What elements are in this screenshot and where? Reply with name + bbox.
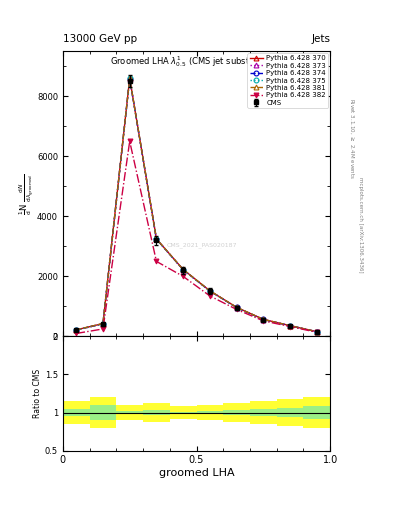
Legend: Pythia 6.428 370, Pythia 6.428 373, Pythia 6.428 374, Pythia 6.428 375, Pythia 6: Pythia 6.428 370, Pythia 6.428 373, Pyth…: [248, 53, 328, 108]
Pythia 6.428 375: [261, 316, 266, 323]
Pythia 6.428 375: [74, 327, 79, 333]
X-axis label: groomed LHA: groomed LHA: [159, 468, 234, 478]
Pythia 6.428 374: [154, 236, 159, 242]
Pythia 6.428 375: [181, 267, 185, 273]
Pythia 6.428 370: [208, 288, 212, 294]
Bar: [116, 405, 143, 420]
Pythia 6.428 381: [314, 329, 319, 335]
Pythia 6.428 370: [288, 323, 292, 329]
Pythia 6.428 382: [74, 330, 79, 336]
Pythia 6.428 382: [314, 329, 319, 335]
Pythia 6.428 370: [74, 327, 79, 333]
Line: Pythia 6.428 375: Pythia 6.428 375: [74, 76, 319, 334]
Pythia 6.428 373: [154, 236, 159, 242]
Pythia 6.428 375: [234, 305, 239, 311]
Text: 13000 GeV pp: 13000 GeV pp: [63, 33, 137, 44]
Pythia 6.428 373: [234, 305, 239, 311]
Pythia 6.428 373: [101, 321, 105, 327]
Bar: [223, 403, 250, 422]
Pythia 6.428 370: [234, 304, 239, 310]
Y-axis label: Ratio to CMS: Ratio to CMS: [33, 369, 42, 418]
Text: Groomed LHA $\lambda^{1}_{0.5}$ (CMS jet substructure): Groomed LHA $\lambda^{1}_{0.5}$ (CMS jet…: [110, 54, 283, 69]
Bar: [90, 397, 116, 428]
Pythia 6.428 382: [261, 318, 266, 324]
Pythia 6.428 373: [208, 288, 212, 294]
Bar: [250, 410, 277, 416]
Pythia 6.428 374: [208, 288, 212, 294]
Pythia 6.428 374: [74, 327, 79, 333]
Pythia 6.428 373: [127, 76, 132, 82]
Bar: [196, 405, 223, 420]
Pythia 6.428 375: [101, 321, 105, 327]
Bar: [277, 399, 303, 426]
Pythia 6.428 382: [234, 306, 239, 312]
Bar: [63, 401, 90, 424]
Pythia 6.428 374: [314, 329, 319, 335]
Line: Pythia 6.428 370: Pythia 6.428 370: [74, 76, 319, 334]
Bar: [90, 405, 116, 420]
Pythia 6.428 374: [127, 75, 132, 81]
Pythia 6.428 382: [154, 259, 159, 265]
Pythia 6.428 382: [208, 293, 212, 299]
Line: Pythia 6.428 373: Pythia 6.428 373: [74, 76, 319, 334]
Pythia 6.428 382: [127, 138, 132, 144]
Bar: [116, 411, 143, 414]
Pythia 6.428 373: [314, 329, 319, 335]
Pythia 6.428 381: [127, 75, 132, 81]
Pythia 6.428 373: [181, 267, 185, 273]
Bar: [63, 409, 90, 416]
Bar: [170, 407, 196, 419]
Pythia 6.428 375: [127, 75, 132, 81]
Pythia 6.428 370: [314, 329, 319, 335]
Line: Pythia 6.428 381: Pythia 6.428 381: [74, 76, 319, 334]
Bar: [143, 403, 170, 422]
Pythia 6.428 381: [181, 266, 185, 272]
Text: CMS_2021_PAS020187: CMS_2021_PAS020187: [167, 242, 237, 248]
Pythia 6.428 370: [261, 316, 266, 323]
Pythia 6.428 370: [127, 75, 132, 81]
Pythia 6.428 381: [101, 321, 105, 327]
Pythia 6.428 373: [288, 323, 292, 329]
Pythia 6.428 374: [288, 323, 292, 329]
Pythia 6.428 374: [181, 267, 185, 273]
Pythia 6.428 375: [288, 323, 292, 329]
Pythia 6.428 373: [261, 316, 266, 323]
Bar: [196, 411, 223, 414]
Bar: [277, 408, 303, 417]
Pythia 6.428 381: [261, 316, 266, 323]
Text: Rivet 3.1.10, $\geq$ 2.4M events: Rivet 3.1.10, $\geq$ 2.4M events: [348, 98, 355, 179]
Bar: [303, 407, 330, 419]
Y-axis label: $\frac{1}{\rm d}N$ $\frac{{\rm d}N}{{\rm d}\lambda_{\rm groomed}}$: $\frac{1}{\rm d}N$ $\frac{{\rm d}N}{{\rm…: [17, 173, 35, 215]
Pythia 6.428 381: [74, 327, 79, 333]
Pythia 6.428 375: [314, 329, 319, 335]
Pythia 6.428 374: [101, 321, 105, 327]
Bar: [250, 401, 277, 424]
Pythia 6.428 382: [101, 326, 105, 332]
Line: Pythia 6.428 374: Pythia 6.428 374: [74, 76, 319, 334]
Text: Jets: Jets: [311, 33, 330, 44]
Pythia 6.428 374: [261, 316, 266, 323]
Pythia 6.428 370: [181, 266, 185, 272]
Pythia 6.428 370: [154, 236, 159, 242]
Pythia 6.428 375: [208, 288, 212, 294]
Pythia 6.428 373: [74, 327, 79, 333]
Bar: [143, 410, 170, 415]
Line: Pythia 6.428 382: Pythia 6.428 382: [74, 139, 319, 336]
Pythia 6.428 375: [154, 236, 159, 242]
Bar: [170, 412, 196, 413]
Pythia 6.428 381: [234, 304, 239, 310]
Bar: [303, 397, 330, 428]
Pythia 6.428 381: [208, 288, 212, 294]
Pythia 6.428 382: [181, 273, 185, 280]
Bar: [223, 410, 250, 415]
Pythia 6.428 370: [101, 321, 105, 327]
Pythia 6.428 374: [234, 305, 239, 311]
Pythia 6.428 382: [288, 324, 292, 330]
Pythia 6.428 381: [288, 323, 292, 329]
Pythia 6.428 381: [154, 236, 159, 242]
Text: mcplots.cern.ch [arXiv:1306.3436]: mcplots.cern.ch [arXiv:1306.3436]: [358, 178, 363, 273]
